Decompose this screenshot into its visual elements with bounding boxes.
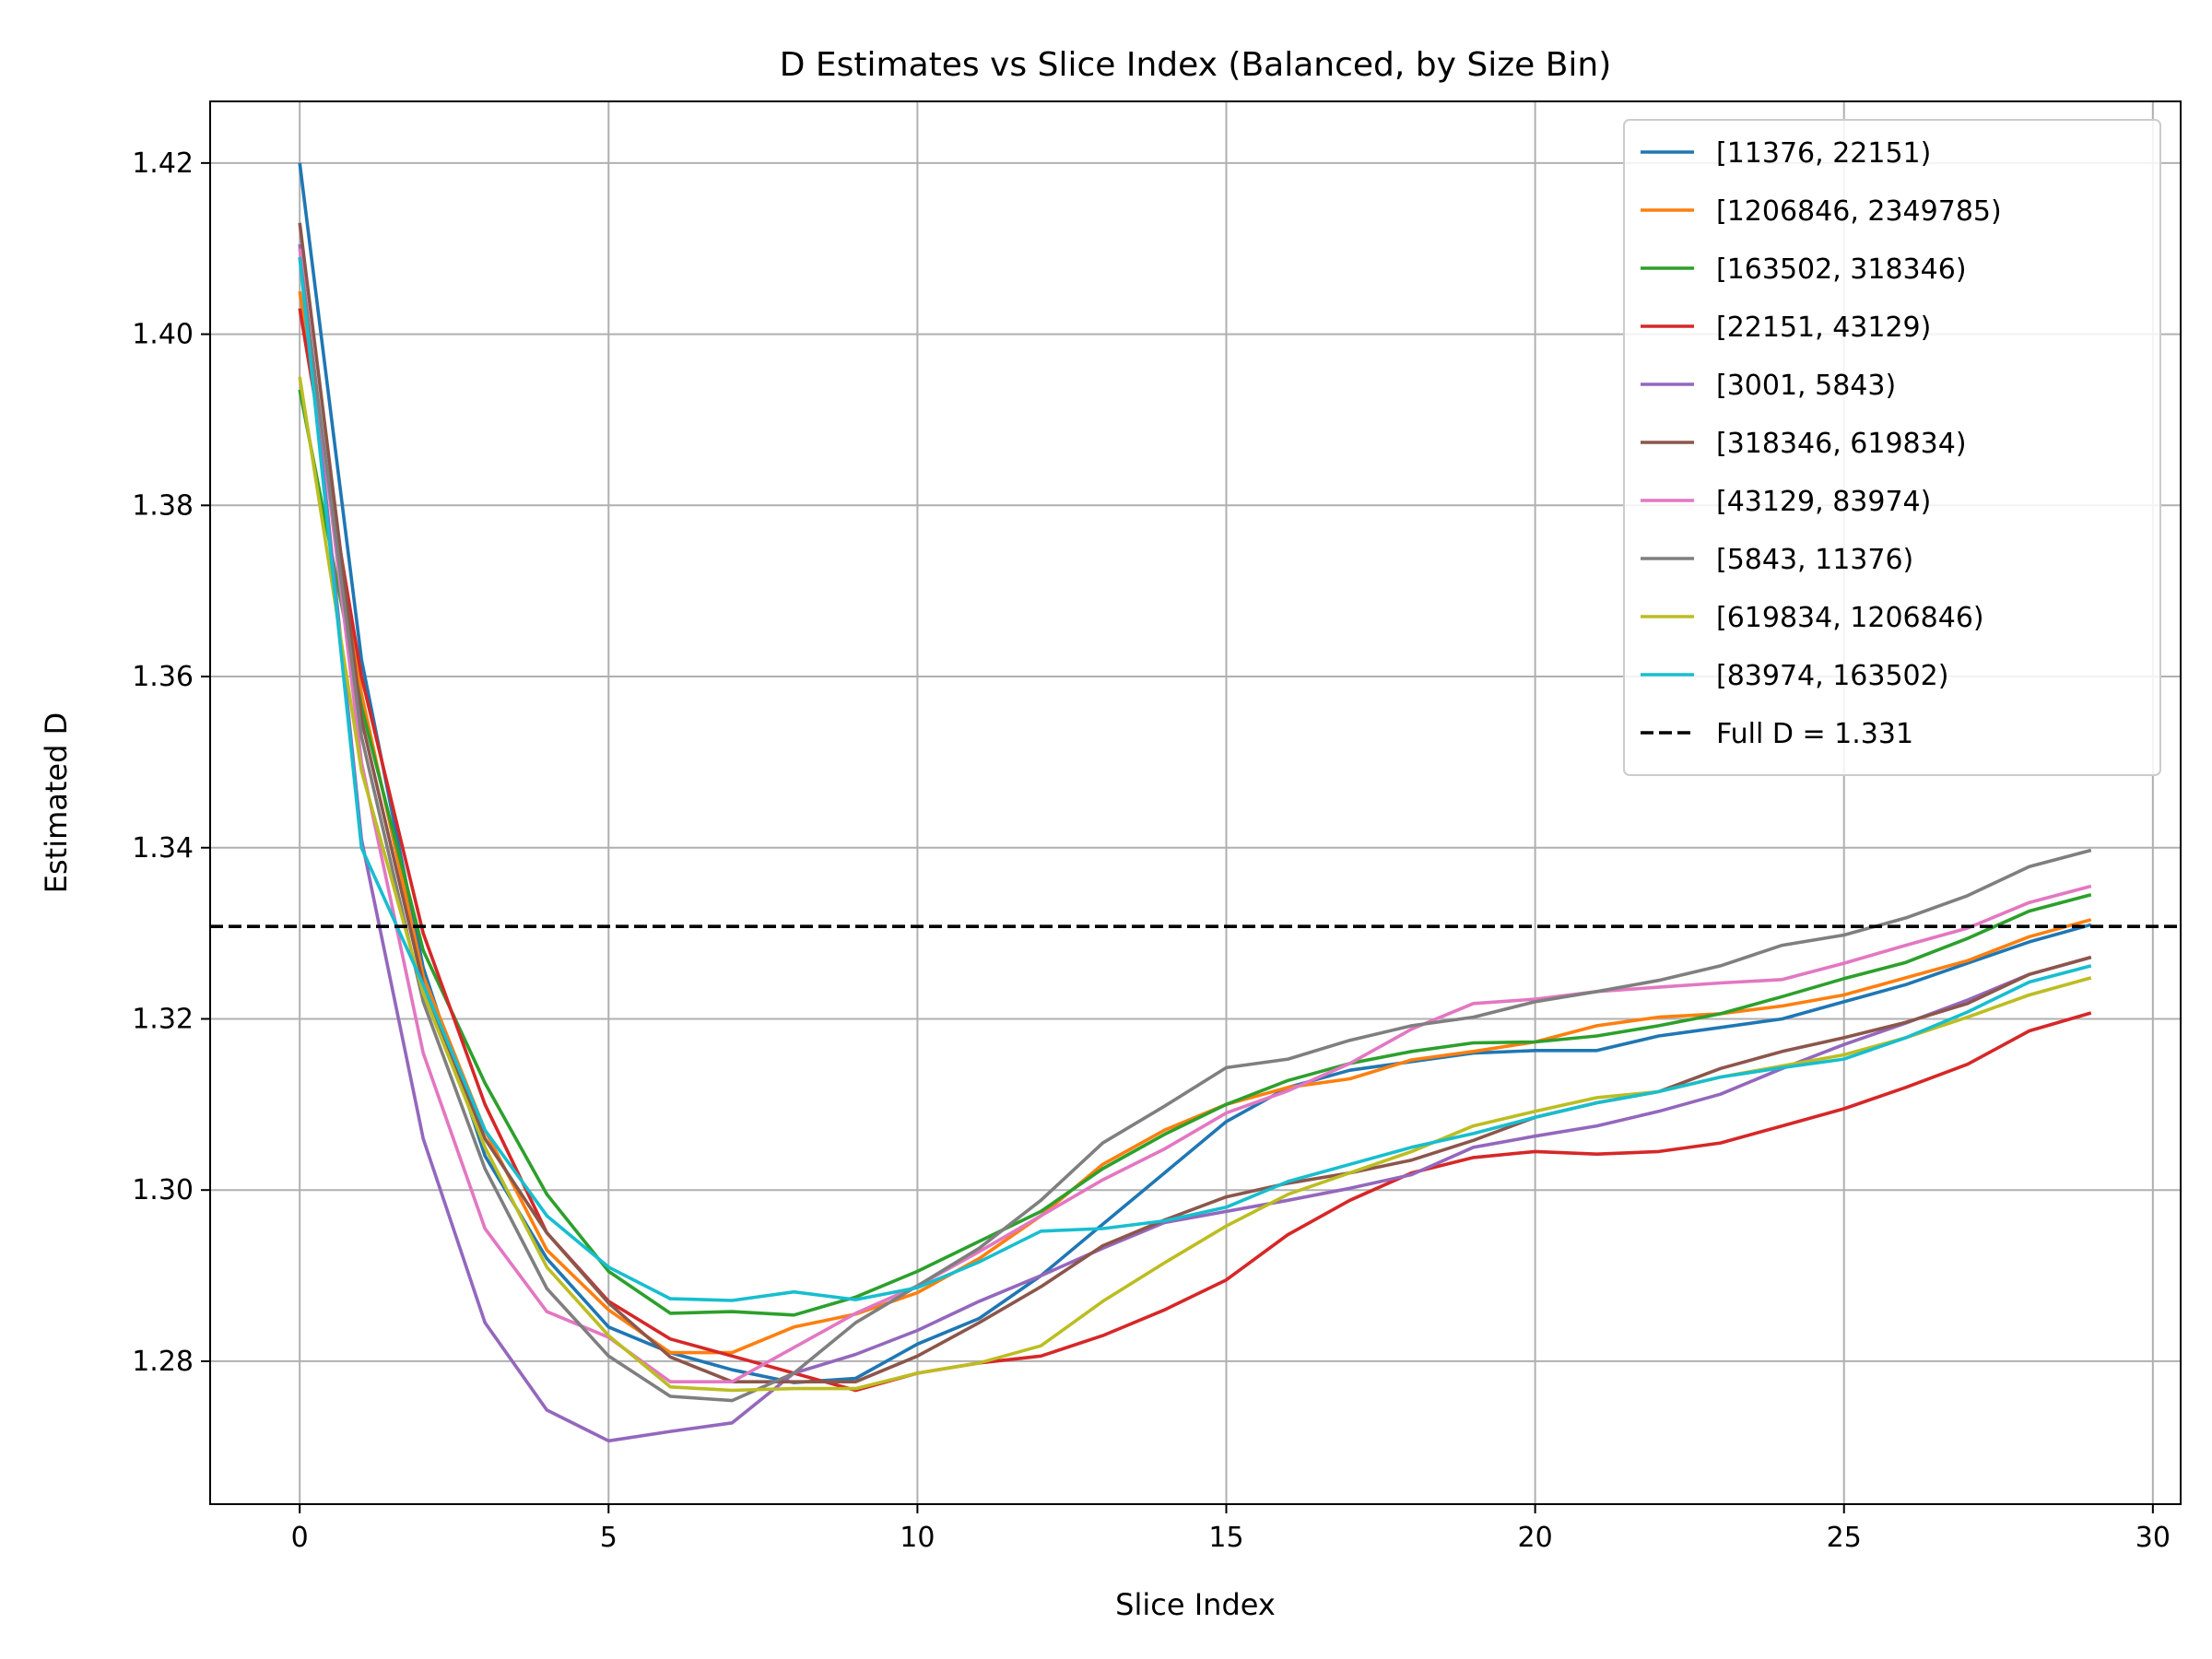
legend-label: [619834, 1206846) xyxy=(1716,602,1984,634)
legend-label: [1206846, 2349785) xyxy=(1716,195,2002,228)
x-axis-ticks: 0 5 10 15 20 25 30 xyxy=(291,1504,2171,1554)
y-tick-label: 1.30 xyxy=(132,1174,194,1206)
series-layer xyxy=(298,162,2092,1443)
legend-label: [318346, 619834) xyxy=(1716,428,1967,460)
series-line-6 xyxy=(298,248,2092,1383)
x-axis-title: Slice Index xyxy=(1115,1587,1276,1622)
legend-label: [22151, 43129) xyxy=(1716,312,1931,344)
x-tick-label: 10 xyxy=(900,1522,935,1554)
legend-label: Full D = 1.331 xyxy=(1716,718,1913,750)
series-line-5 xyxy=(298,222,2092,1383)
y-tick-label: 1.38 xyxy=(132,489,194,522)
x-tick-label: 30 xyxy=(2136,1522,2171,1554)
series-line-9 xyxy=(298,256,2092,1302)
y-axis-ticks: 1.28 1.30 1.32 1.34 1.36 1.38 1.40 1.42 xyxy=(132,147,210,1378)
plot-frame xyxy=(209,100,2182,1505)
y-tick-label: 1.42 xyxy=(132,147,194,180)
series-line-7 xyxy=(298,256,2092,1403)
y-tick-label: 1.34 xyxy=(132,832,194,865)
x-tick-label: 15 xyxy=(1208,1522,1243,1554)
legend-label: [43129, 83974) xyxy=(1716,486,1931,518)
y-tick-label: 1.28 xyxy=(132,1346,194,1378)
y-axis-title: Estimated D xyxy=(39,712,74,893)
legend-label: [11376, 22151) xyxy=(1716,137,1931,170)
legend-label: [3001, 5843) xyxy=(1716,370,1896,402)
x-tick-label: 20 xyxy=(1518,1522,1553,1554)
legend-box xyxy=(1623,119,2161,776)
legend-label: [83974, 163502) xyxy=(1716,660,1948,692)
series-line-1 xyxy=(298,290,2092,1355)
x-tick-label: 25 xyxy=(1827,1522,1862,1554)
y-tick-label: 1.40 xyxy=(132,319,194,351)
x-tick-label: 0 xyxy=(291,1522,309,1554)
y-tick-label: 1.32 xyxy=(132,1003,194,1035)
legend: [11376, 22151) [1206846, 2349785) [163502,… xyxy=(1623,119,2161,776)
legend-label: [5843, 11376) xyxy=(1716,544,1913,576)
y-tick-label: 1.36 xyxy=(132,661,194,693)
x-tick-label: 5 xyxy=(600,1522,618,1554)
series-line-8 xyxy=(298,376,2092,1393)
chart-title: D Estimates vs Slice Index (Balanced, by… xyxy=(780,46,1612,84)
series-line-0 xyxy=(298,162,2092,1384)
legend-label: [163502, 318346) xyxy=(1716,253,1967,286)
